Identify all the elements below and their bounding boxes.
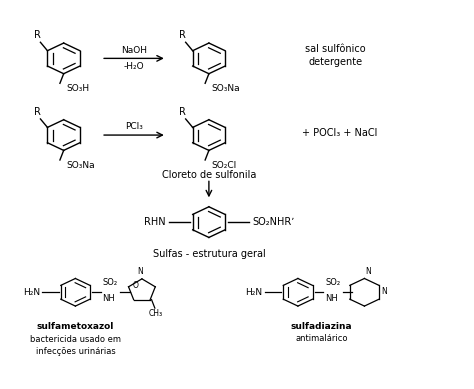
Text: RHN: RHN [144, 217, 166, 227]
Text: R: R [179, 107, 186, 117]
Text: H₂N: H₂N [23, 288, 40, 297]
Text: antimalárico: antimalárico [295, 335, 347, 343]
Text: Sulfas - estrutura geral: Sulfas - estrutura geral [153, 249, 265, 259]
Text: N: N [382, 287, 387, 296]
Text: O: O [132, 281, 138, 290]
Text: sal sulfônico
detergente: sal sulfônico detergente [305, 44, 365, 67]
Text: SO₃Na: SO₃Na [211, 84, 240, 93]
Text: H₂N: H₂N [245, 288, 262, 297]
Text: PCl₃: PCl₃ [125, 122, 143, 131]
Text: R: R [34, 107, 41, 117]
Text: Cloreto de sulfonila: Cloreto de sulfonila [162, 170, 256, 180]
Text: SO₃Na: SO₃Na [66, 161, 95, 170]
Text: NH: NH [102, 294, 115, 303]
Text: SO₃H: SO₃H [66, 84, 89, 93]
Text: SO₂Cl: SO₂Cl [211, 161, 237, 170]
Text: R: R [34, 30, 41, 40]
Text: sulfametoxazol: sulfametoxazol [36, 322, 114, 331]
Text: CH₃: CH₃ [149, 309, 163, 318]
Text: bactericida usado em
infecções urinárias: bactericida usado em infecções urinárias [30, 335, 121, 356]
Text: NaOH: NaOH [121, 46, 147, 54]
Text: SO₂: SO₂ [102, 278, 118, 287]
Text: R: R [179, 30, 186, 40]
Text: N: N [137, 267, 143, 276]
Text: SO₂: SO₂ [325, 278, 340, 287]
Text: SO₂NHRʼ: SO₂NHRʼ [252, 217, 294, 227]
Text: + POCl₃ + NaCl: + POCl₃ + NaCl [302, 128, 378, 138]
Text: -H₂O: -H₂O [124, 62, 144, 71]
Text: sulfadiazina: sulfadiazina [291, 322, 352, 331]
Text: N: N [365, 267, 371, 276]
Text: NH: NH [325, 294, 338, 303]
